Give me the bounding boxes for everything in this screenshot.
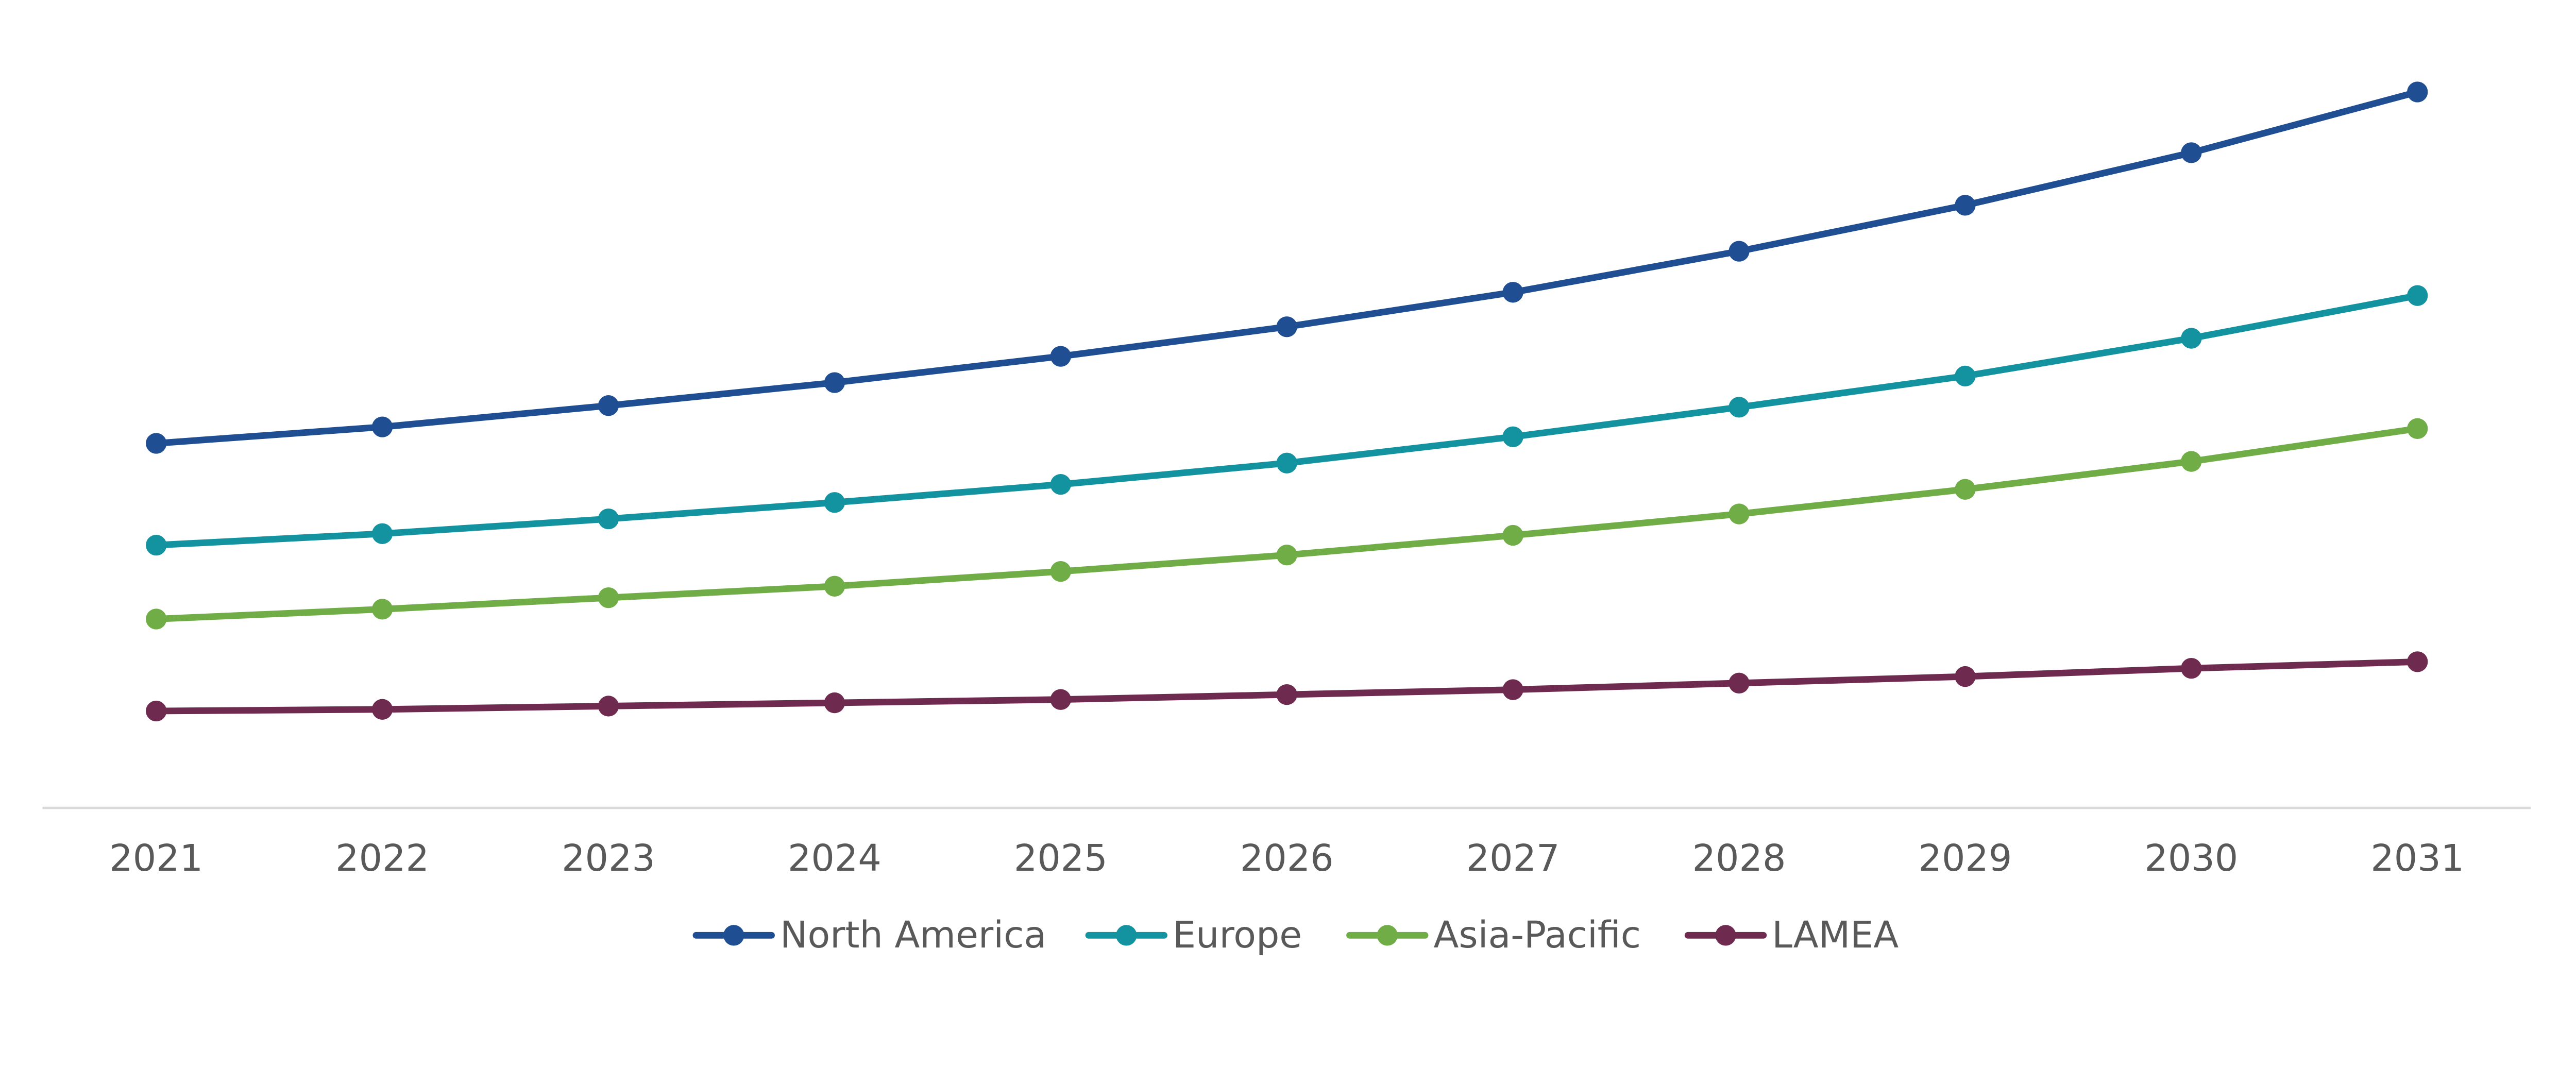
series-lamea	[146, 651, 2428, 722]
series-layer	[146, 81, 2428, 722]
data-point-lamea-2024	[824, 692, 845, 714]
series-line-north-america	[152, 89, 2421, 447]
data-point-europe-2022	[371, 523, 393, 544]
x-tick-label: 2021	[109, 837, 203, 879]
legend-marker-icon	[1116, 925, 1137, 946]
data-point-lamea-2025	[1050, 689, 1071, 710]
data-point-europe-2023	[598, 508, 619, 530]
data-point-europe-2030	[2181, 328, 2202, 349]
data-point-north-america-2031	[2407, 81, 2428, 103]
x-tick-labels: 2021 2022 2023 2024 2025 2026 2027 2028 2029 2030…	[109, 837, 2464, 879]
data-point-asia-pacific-2024	[824, 576, 845, 597]
x-tick-label: 2025	[1014, 837, 1108, 879]
data-point-lamea-2031	[2407, 651, 2428, 672]
line-chart: 2021 2022 2023 2024 2025 2026 2027 2028 2029 2030…	[42, 81, 2531, 956]
data-point-north-america-2021	[146, 433, 167, 454]
data-point-north-america-2029	[1955, 195, 1976, 216]
legend-label: Europe	[1173, 913, 1302, 956]
x-tick-label: 2031	[2370, 837, 2464, 879]
data-point-asia-pacific-2026	[1276, 545, 1297, 566]
data-point-europe-2024	[824, 492, 845, 513]
x-tick-label: 2026	[1240, 837, 1334, 879]
data-point-europe-2031	[2407, 285, 2428, 306]
x-tick-label: 2022	[335, 837, 429, 879]
data-point-asia-pacific-2031	[2407, 418, 2428, 439]
data-point-lamea-2023	[598, 696, 619, 717]
legend-item-lamea[interactable]: LAMEA	[1684, 913, 1899, 956]
data-point-europe-2028	[1728, 397, 1750, 418]
data-point-lamea-2026	[1276, 684, 1297, 705]
data-point-asia-pacific-2029	[1955, 479, 1976, 500]
data-point-asia-pacific-2022	[371, 599, 393, 620]
legend-marker-icon	[723, 925, 744, 946]
data-point-north-america-2024	[824, 372, 845, 393]
data-point-north-america-2023	[598, 395, 619, 416]
data-point-lamea-2022	[371, 699, 393, 720]
data-point-north-america-2027	[1502, 282, 1523, 303]
data-point-north-america-2025	[1050, 346, 1071, 367]
x-tick-label: 2029	[1919, 837, 2012, 879]
data-point-north-america-2022	[371, 416, 393, 437]
legend: North America Europe Asia-Pacific LAMEA	[692, 913, 1899, 956]
series-north-america	[146, 81, 2428, 454]
data-point-north-america-2030	[2181, 142, 2202, 163]
data-point-lamea-2021	[146, 700, 167, 722]
legend-label: Asia-Pacific	[1434, 913, 1641, 956]
x-tick-label: 2028	[1692, 837, 1786, 879]
x-tick-label: 2024	[788, 837, 882, 879]
data-point-europe-2029	[1955, 365, 1976, 386]
data-point-asia-pacific-2030	[2181, 451, 2202, 472]
data-point-lamea-2027	[1502, 679, 1523, 700]
x-tick-label: 2023	[562, 837, 655, 879]
legend-item-north-america[interactable]: North America	[692, 913, 1046, 956]
data-point-asia-pacific-2025	[1050, 561, 1071, 582]
data-point-asia-pacific-2023	[598, 587, 619, 608]
legend-label: North America	[780, 913, 1046, 956]
x-tick-label: 2030	[2144, 837, 2238, 879]
data-point-north-america-2026	[1276, 316, 1297, 337]
data-point-asia-pacific-2028	[1728, 503, 1750, 524]
data-point-lamea-2028	[1728, 672, 1750, 693]
series-europe	[146, 285, 2428, 556]
x-tick-label: 2027	[1466, 837, 1560, 879]
legend-marker-icon	[1377, 925, 1398, 946]
data-point-north-america-2028	[1728, 241, 1750, 262]
data-point-europe-2026	[1276, 452, 1297, 473]
legend-item-europe[interactable]: Europe	[1085, 913, 1302, 956]
data-point-europe-2021	[146, 534, 167, 556]
legend-marker-icon	[1715, 925, 1736, 946]
data-point-asia-pacific-2021	[146, 608, 167, 630]
data-point-europe-2027	[1502, 426, 1523, 447]
data-point-asia-pacific-2027	[1502, 524, 1523, 546]
series-asia-pacific	[146, 418, 2428, 630]
data-point-lamea-2030	[2181, 657, 2202, 679]
legend-item-asia-pacific[interactable]: Asia-Pacific	[1346, 913, 1641, 956]
legend-label: LAMEA	[1772, 913, 1899, 956]
data-point-europe-2025	[1050, 474, 1071, 495]
data-point-lamea-2029	[1955, 666, 1976, 687]
